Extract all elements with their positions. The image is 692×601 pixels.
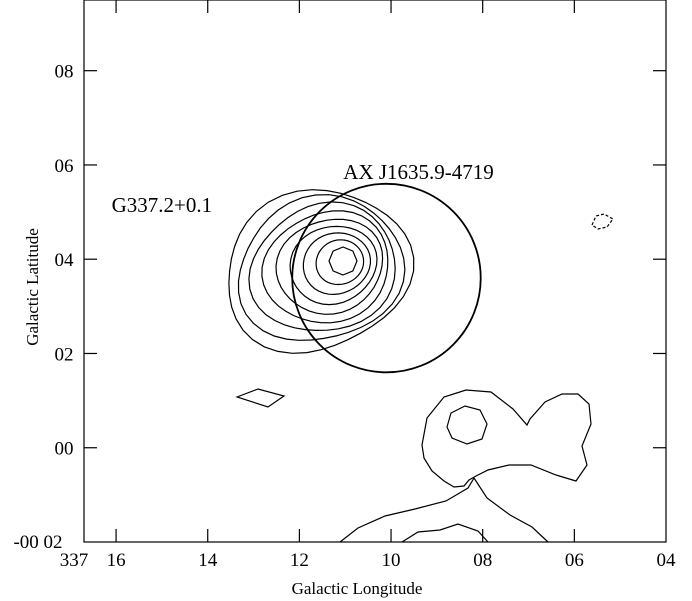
contour-bottom-left [339,477,475,543]
x-axis-label: Galactic Longitude [292,579,423,598]
x-tick-label: 04 [657,550,677,571]
contour-lines [228,189,614,543]
y-tick-label: 04 [55,250,75,271]
contour-level-8 [237,194,406,341]
plot-frame [83,0,667,543]
x-tick-label: 12 [290,550,309,571]
contour-level-7 [248,201,396,332]
x-tick-label: 08 [473,550,492,571]
y-tick-label: 06 [55,156,74,177]
axis-ticks: 16 14 12 10 08 06 04 08 06 04 02 00 [55,0,677,571]
x-tick-label: 16 [107,550,126,571]
x-tick-label: 14 [198,550,218,571]
contour-level-5 [275,218,384,315]
contour-patch-left [235,388,286,408]
x-tick-label: 10 [382,550,401,571]
contour-ring-inner [446,405,488,445]
contour-level-3 [302,232,371,296]
contour-dashed-right [591,213,614,230]
contour-bottom-right [473,477,549,543]
y-tick-label: 02 [55,344,74,365]
annotation-axj1635: AX J1635.9-4719 [343,160,494,184]
y-origin-label: -00 02 [13,532,62,553]
x-origin-label: 337 [60,550,89,571]
y-tick-label: 08 [55,62,74,83]
error-circle [291,182,482,374]
contour-level-6 [261,210,389,324]
contour-level-4 [289,225,378,306]
contour-level-9 [228,189,415,354]
contour-bottom-mid [401,523,489,543]
contour-level-2 [315,239,365,286]
annotation-g337: G337.2+0.1 [112,193,213,217]
y-tick-label: 00 [55,439,74,460]
y-axis-label: Galactic Latitude [23,228,42,346]
x-tick-label: 06 [565,550,584,571]
contour-ring-outer [421,389,592,488]
contour-level-1 [328,246,358,276]
